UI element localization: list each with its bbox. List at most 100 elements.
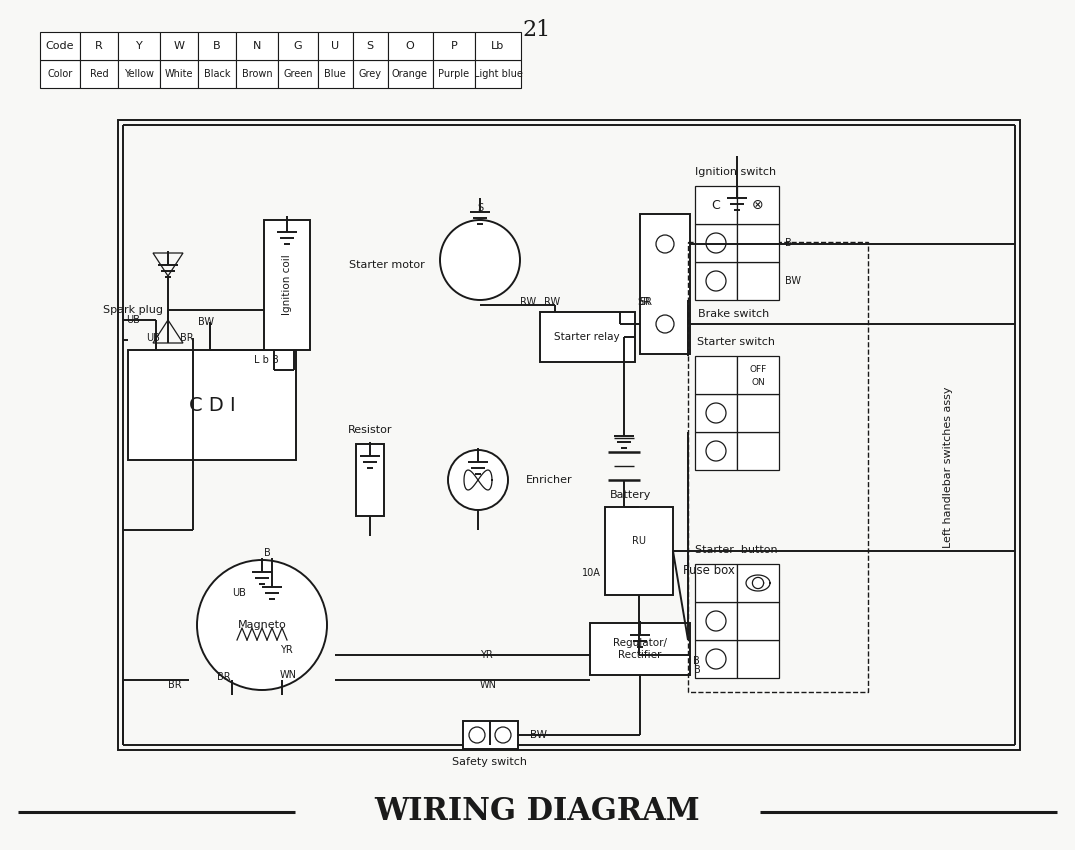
Circle shape [440,220,520,300]
Bar [80,60,118,88]
Text: Orange: Orange [392,69,428,79]
Text: Starter  button: Starter button [694,545,777,555]
Bar [696,262,737,300]
Text: O: O [405,41,414,51]
Bar [696,432,737,470]
Bar [737,186,779,224]
Bar [475,60,521,88]
Text: Yellow: Yellow [124,69,154,79]
Bar [463,721,518,749]
Text: YR: YR [481,650,492,660]
Text: WN: WN [481,680,497,690]
Bar [696,640,737,678]
Bar [737,394,779,432]
Text: N: N [253,41,261,51]
Text: Enricher: Enricher [526,475,573,485]
Bar [198,60,236,88]
Text: WN: WN [280,670,297,680]
Text: UB: UB [126,315,140,325]
Text: B: B [785,238,792,248]
Text: UB: UB [146,333,160,343]
Text: Brake switch: Brake switch [698,309,770,319]
Text: B: B [694,665,701,675]
Text: Starter switch: Starter switch [697,337,775,347]
Text: W: W [173,41,185,51]
Bar [737,356,779,394]
Text: UB: UB [232,588,246,598]
Text: ON: ON [751,377,765,387]
Bar [318,32,353,60]
Bar [278,32,318,60]
Text: L b B: L b B [254,355,278,365]
Text: BR: BR [168,680,182,690]
Bar [696,602,737,640]
Text: C: C [712,199,720,212]
Text: Green: Green [283,69,313,79]
Text: Y: Y [135,41,142,51]
Bar [696,394,737,432]
Text: Brown: Brown [242,69,272,79]
Text: SR: SR [639,297,653,307]
Bar [118,60,160,88]
Bar [40,60,80,88]
Bar [696,356,737,394]
Text: Code: Code [46,41,74,51]
Bar [590,623,690,675]
Text: C D I: C D I [189,395,235,415]
Text: 21: 21 [522,19,551,41]
Bar [737,224,779,262]
Text: RW: RW [520,297,536,307]
Bar [696,564,737,602]
Text: ⊗: ⊗ [752,198,764,212]
Bar [278,60,318,88]
Bar [128,350,296,460]
Text: Spark plug: Spark plug [103,305,163,315]
Text: Starter relay: Starter relay [555,332,620,342]
Text: SR: SR [637,297,650,307]
Text: Black: Black [204,69,230,79]
Bar [540,312,635,362]
Bar [80,32,118,60]
Text: Blue: Blue [325,69,346,79]
Text: 10A: 10A [583,568,601,578]
Text: BW: BW [198,317,214,327]
Bar [737,262,779,300]
Text: G: G [293,41,302,51]
Text: Ignition coil: Ignition coil [282,255,292,315]
Text: B: B [692,656,700,666]
Bar [236,32,278,60]
Text: Lb: Lb [491,41,504,51]
Circle shape [197,560,327,690]
Text: Light blue: Light blue [474,69,522,79]
Text: Ignition switch: Ignition switch [696,167,776,177]
Text: Red: Red [89,69,109,79]
Bar [737,640,779,678]
Text: YR: YR [280,645,292,655]
Bar [318,60,353,88]
Text: B: B [213,41,220,51]
Bar [118,120,1020,750]
Bar [605,507,673,595]
Text: S: S [477,203,483,213]
Bar [475,32,521,60]
Bar [236,60,278,88]
Text: R: R [95,41,103,51]
Text: Color: Color [47,69,73,79]
Text: OFF: OFF [749,365,766,373]
Text: Grey: Grey [358,69,382,79]
Text: BW: BW [530,730,547,740]
Text: Fuse box: Fuse box [683,564,735,577]
Text: S: S [367,41,374,51]
Circle shape [448,450,508,510]
Text: Starter motor: Starter motor [349,260,425,270]
Text: BR: BR [217,672,231,682]
Text: RU: RU [632,536,646,546]
Bar [737,602,779,640]
Bar [40,32,80,60]
Bar [737,432,779,470]
Bar [388,32,433,60]
Bar [264,220,310,350]
Text: White: White [164,69,194,79]
Text: Resistor: Resistor [347,425,392,435]
Bar [696,186,737,224]
